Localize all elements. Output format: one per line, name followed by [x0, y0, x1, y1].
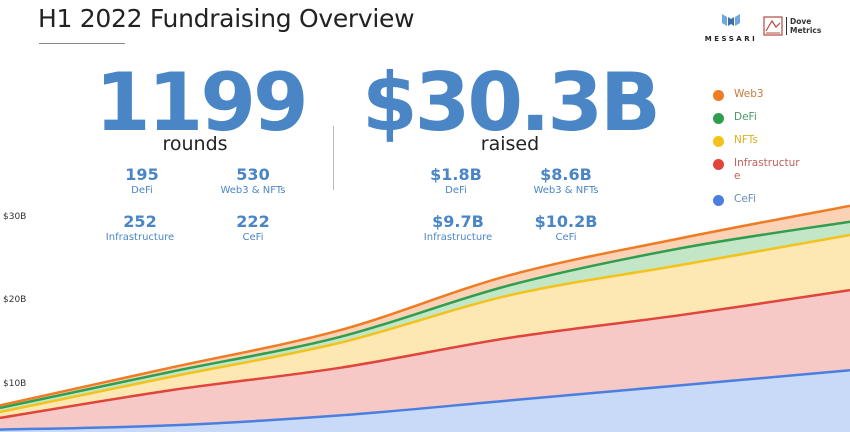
- raised-total: $30.3B: [361, 56, 661, 149]
- y-tick-label: $10B: [3, 378, 27, 389]
- legend-label: Web3: [734, 88, 764, 100]
- title-underline: [39, 43, 125, 44]
- y-tick-label: $20B: [3, 295, 27, 305]
- legend-label: Infrastructure: [734, 157, 800, 182]
- legend-dot-icon: [713, 159, 724, 170]
- line-infrastructure: [0, 288, 850, 420]
- rounds-stat-defi: 195 DeFi: [82, 165, 202, 196]
- area-cefi: [0, 370, 850, 432]
- legend-label: CeFi: [734, 193, 756, 205]
- legend-dot-icon: [713, 113, 724, 124]
- line-defi: [0, 220, 850, 410]
- rounds-label: rounds: [162, 133, 228, 155]
- stat-label: Infrastructure: [423, 232, 493, 243]
- line-cefi: [0, 369, 850, 431]
- stat-value: 252: [123, 212, 157, 231]
- rounds-stat-web3-nfts: 530 Web3 & NFTs: [193, 165, 313, 196]
- legend-item-nfts: NFTs: [713, 134, 823, 147]
- stat-label: CeFi: [242, 232, 264, 243]
- stat-label: Web3 & NFTs: [220, 185, 286, 196]
- legend-dot-icon: [713, 136, 724, 147]
- messari-logo: MESSARI: [700, 12, 762, 45]
- line-nfts: [0, 233, 850, 414]
- legend-item-cefi: CeFi: [713, 193, 823, 206]
- legend-dot-icon: [713, 90, 724, 101]
- dove-metrics-logo-text: Dove Metrics: [786, 17, 824, 35]
- legend-item-defi: DeFi: [713, 111, 823, 124]
- stat-label: DeFi: [131, 185, 153, 196]
- stat-label: CeFi: [555, 232, 577, 243]
- stat-label: Web3 & NFTs: [533, 185, 599, 196]
- messari-mark-icon: [722, 14, 740, 26]
- stat-value: $10.2B: [534, 212, 598, 231]
- legend-label: NFTs: [734, 134, 758, 146]
- raised-stat-cefi: $10.2B CeFi: [506, 212, 626, 243]
- raised-stat-web3-nfts: $8.6B Web3 & NFTs: [506, 165, 626, 196]
- raised-label: raised: [480, 133, 540, 155]
- y-tick-label: $30B: [3, 211, 27, 222]
- rounds-stat-cefi: 222 CeFi: [193, 212, 313, 243]
- line-web3: [0, 204, 850, 407]
- stat-value: $1.8B: [430, 165, 482, 184]
- chart-legend: Web3 DeFi NFTs Infrastructure CeFi: [713, 88, 823, 216]
- rounds-stat-infrastructure: 252 Infrastructure: [80, 212, 200, 243]
- stat-label: Infrastructure: [105, 232, 175, 243]
- stat-value: 222: [236, 212, 270, 231]
- stat-value: $8.6B: [540, 165, 592, 184]
- stat-value: 195: [125, 165, 159, 184]
- section-divider: [333, 126, 334, 190]
- stat-label: DeFi: [445, 185, 467, 196]
- messari-logo-text: MESSARI: [704, 35, 758, 43]
- legend-label: DeFi: [734, 111, 757, 123]
- stat-value: 530: [236, 165, 270, 184]
- page-title: H1 2022 Fundraising Overview: [38, 4, 415, 33]
- legend-dot-icon: [713, 195, 724, 206]
- rounds-total: 1199: [95, 56, 309, 149]
- legend-item-web3: Web3: [713, 88, 823, 101]
- dove-metrics-logo: Dove Metrics: [763, 16, 824, 36]
- raised-stat-defi: $1.8B DeFi: [396, 165, 516, 196]
- raised-stat-infrastructure: $9.7B Infrastructure: [398, 212, 518, 243]
- dove-metrics-mark-icon: [763, 16, 783, 36]
- legend-item-infrastructure: Infrastructure: [713, 157, 823, 183]
- stat-value: $9.7B: [432, 212, 484, 231]
